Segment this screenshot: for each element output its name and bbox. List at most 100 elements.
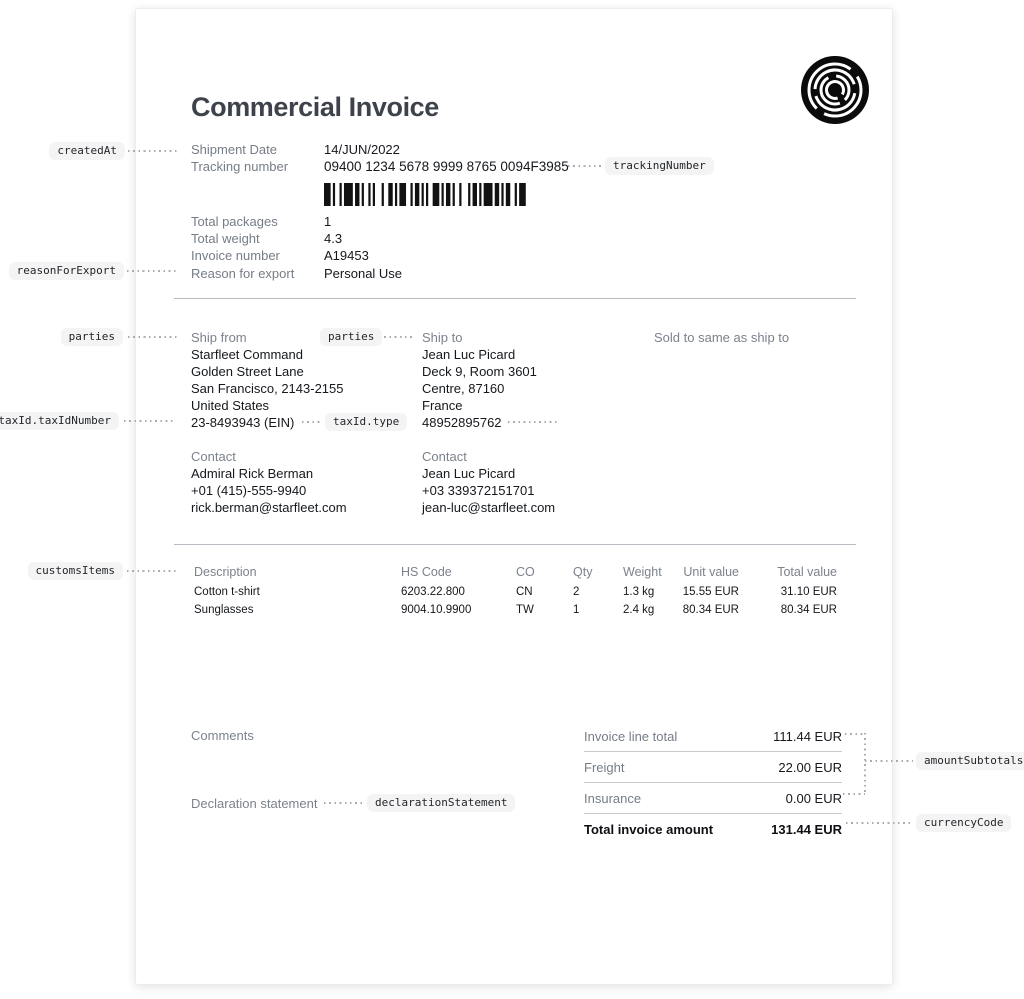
col-header-unit-value: Unit value [683,565,739,579]
annotation-tax-id-number: taxId.taxIdNumber [0,412,119,430]
connector-tracking-number [568,165,603,167]
ship-to-contact: Contact Jean Luc Picard +03 339372151701… [422,448,555,516]
shipment-date-value: 14/JUN/2022 [324,142,400,157]
item-weight: 2.4 kg [623,604,655,616]
total-weight-label: Total weight [191,231,260,247]
sold-to-note: Sold to same as ship to [654,330,790,345]
item-qty: 2 [573,586,580,598]
ship-from-heading: Ship from [191,330,247,345]
contact-email: rick.berman@starfleet.com [191,500,347,516]
connector-tax-id-number [124,420,176,422]
comments-label: Comments [191,728,254,743]
connector-declaration-statement [324,802,363,804]
ship-from-line: Starfleet Command [191,347,303,363]
tracking-barcode [324,183,528,206]
divider [174,544,856,545]
shipment-date-label: Shipment Date [191,142,277,157]
invoice-line-total-label: Invoice line total [584,728,678,744]
contact-phone: +01 (415)-555-9940 [191,483,307,499]
col-header-hs-code: HS Code [401,565,452,579]
ship-to-heading: Ship to [422,330,463,345]
totals-block: Invoice line total 111.44 EUR Freight 22… [584,721,842,844]
annotation-parties-mid: parties [320,328,383,346]
total-invoice-amount-label: Total invoice amount [584,821,714,837]
connector-created-at [128,150,178,152]
item-unit-value: 15.55 EUR [682,586,739,598]
invoice-number-value: A19453 [324,248,369,264]
connector-subtotal-line1 [845,733,865,735]
ship-to-line: France [422,398,463,414]
contact-phone: +03 339372151701 [422,483,535,499]
invoice-number-label: Invoice number [191,248,280,264]
connector-amount-subtotals [865,760,913,762]
brand-logo [799,54,871,126]
connector-reason-for-export [127,270,178,272]
contact-heading: Contact [191,449,236,464]
contact-name: Jean Luc Picard [422,466,516,482]
annotation-amount-subtotals: amountSubtotals [916,752,1024,770]
annotation-parties-left: parties [60,328,123,346]
annotation-tracking-number: trackingNumber [605,157,714,175]
totals-row: Invoice line total 111.44 EUR [584,721,842,752]
tracking-number-label: Tracking number [191,159,289,175]
connector-tax-id-type [302,421,322,423]
ship-from-line: Golden Street Lane [191,364,304,380]
insurance-value: 0.00 EUR [785,790,842,806]
item-description: Cotton t-shirt [194,586,260,598]
connector-parties-mid [379,336,415,338]
insurance-label: Insurance [584,790,642,806]
package-meta: Total packages 1 Total weight 4.3 Invoice … [191,213,402,282]
col-header-description: Description [194,565,257,579]
item-total-value: 80.34 EUR [780,604,837,616]
invoice-line-total-value: 111.44 EUR [773,728,842,744]
total-weight-value: 4.3 [324,231,343,247]
connector-subtotal-bracket [864,733,866,795]
item-weight: 1.3 kg [623,586,655,598]
invoice-page: Commercial Invoice Shipment Date 14/JUN/2… [135,8,893,985]
ship-from-tax-id: 23-8493943 (EIN) [191,415,295,431]
annotation-currency-code: currencyCode [916,814,1012,832]
divider [174,298,856,299]
connector-customs-items [127,570,177,572]
total-packages-label: Total packages [191,214,278,229]
reason-for-export-value: Personal Use [324,265,403,281]
annotation-customs-items: customsItems [27,562,123,580]
item-description: Sunglasses [194,604,254,616]
contact-email: jean-luc@starfleet.com [422,500,556,516]
item-co: CN [516,586,533,598]
annotation-declaration-statement: declarationStatement [367,794,516,812]
item-hs-code: 9004.10.9900 [401,604,472,616]
col-header-qty: Qty [573,565,593,579]
ship-to-tax-id: 48952895762 [422,415,502,431]
annotation-reason-for-export: reasonForExport [8,262,124,280]
connector-subtotal-line3 [843,793,865,795]
ship-to-line: Jean Luc Picard [422,347,516,363]
freight-value: 22.00 EUR [778,759,842,775]
connector-ship-to-tax-id [508,421,557,423]
reason-for-export-label: Reason for export [191,265,295,281]
connector-currency-code [846,822,912,824]
ship-from-line: United States [191,398,270,414]
tracking-number-value: 09400 1234 5678 9999 8765 0094F3985 [324,159,569,175]
total-invoice-amount-value: 131.44 EUR [771,821,842,837]
item-qty: 1 [573,604,580,616]
shipment-meta: Shipment Date 14/JUN/2022 Tracking number… [191,141,569,175]
ship-from-contact: Contact Admiral Rick Berman +01 (415)-55… [191,448,347,516]
ship-from-block: Ship from Starfleet Command Golden Stree… [191,329,343,432]
declaration-statement-label: Declaration statement [191,796,318,811]
col-header-total-value: Total value [777,565,837,579]
item-unit-value: 80.34 EUR [682,604,739,616]
col-header-weight: Weight [623,565,662,579]
contact-name: Admiral Rick Berman [191,466,314,482]
annotation-created-at: createdAt [49,142,125,160]
ship-to-line: Deck 9, Room 3601 [422,364,537,380]
contact-heading: Contact [422,449,467,464]
grand-total-row: Total invoice amount 131.44 EUR [584,814,842,844]
concentric-rings-logo-icon [801,56,869,124]
item-hs-code: 6203.22.800 [401,586,465,598]
item-co: TW [516,604,534,616]
item-total-value: 31.10 EUR [780,586,837,598]
ship-from-line: San Francisco, 2143-2155 [191,381,344,397]
page-title: Commercial Invoice [191,92,439,122]
